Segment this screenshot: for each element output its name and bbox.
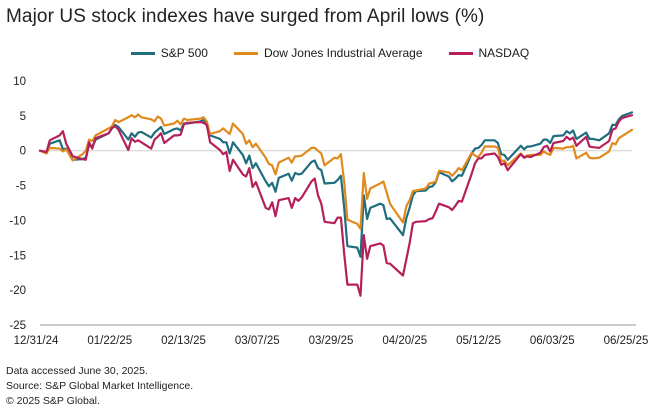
legend-label: NASDAQ <box>478 46 530 60</box>
x-tick-label: 03/07/25 <box>235 335 280 347</box>
series-line-sp500 <box>38 111 634 258</box>
chart-footnotes: Data accessed June 30, 2025. Source: S&P… <box>6 364 193 409</box>
legend-swatch <box>233 51 258 55</box>
legend-item: Dow Jones Industrial Average <box>233 44 423 62</box>
x-tick-label: 04/20/25 <box>382 335 427 347</box>
data-access-note: Data accessed June 30, 2025. <box>6 365 148 377</box>
copyright-note: © 2025 S&P Global. <box>6 395 100 407</box>
legend-label: Dow Jones Industrial Average <box>263 46 423 60</box>
chart-legend: S&P 500 Dow Jones Industrial Average NASDA… <box>0 44 660 62</box>
x-tick-label: 12/31/24 <box>14 335 59 347</box>
y-tick-label: -20 <box>9 285 26 297</box>
x-tick-label: 05/12/25 <box>456 335 501 347</box>
legend-item: S&P 500 <box>130 44 208 62</box>
y-tick-label: 0 <box>20 146 26 158</box>
x-tick-label: 01/22/25 <box>87 335 132 347</box>
legend-swatch <box>130 51 155 55</box>
series-line-dow-jones <box>38 113 634 230</box>
x-tick-label: 06/03/25 <box>530 335 575 347</box>
y-tick-label: -5 <box>16 181 26 193</box>
y-tick-label: -10 <box>9 215 26 227</box>
y-tick-label: -25 <box>9 320 26 332</box>
y-tick-label: -15 <box>9 250 26 262</box>
source-note: Source: S&P Global Market Intelligence. <box>6 380 194 392</box>
y-tick-label: 10 <box>13 76 26 88</box>
chart-title: Major US stock indexes have surged from … <box>6 6 485 27</box>
x-tick-label: 03/29/25 <box>309 335 354 347</box>
x-tick-label: 02/13/25 <box>161 335 206 347</box>
x-tick-label: 06/25/25 <box>604 335 649 347</box>
legend-item: NASDAQ <box>448 44 530 62</box>
series-line-nasdaq <box>38 114 634 297</box>
legend-swatch <box>448 51 473 55</box>
legend-label: S&P 500 <box>160 46 208 60</box>
y-tick-label: 5 <box>20 111 26 123</box>
